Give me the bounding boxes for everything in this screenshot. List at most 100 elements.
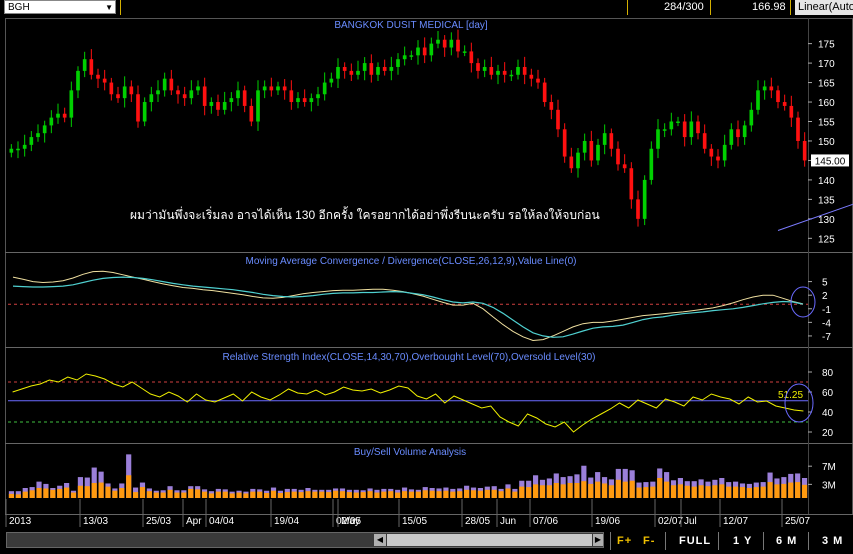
volume-bar-sell: [229, 493, 235, 498]
candle-body: [349, 70, 354, 75]
candle-body: [242, 90, 247, 106]
candle-body: [596, 144, 600, 161]
volume-bar-sell: [98, 482, 104, 498]
candle-body: [522, 66, 527, 75]
candle-body: [569, 156, 574, 169]
candle-body: [202, 86, 207, 106]
volume-bar-sell: [615, 479, 621, 498]
volume-bar-sell: [512, 491, 518, 498]
volume-bar-sell: [677, 484, 683, 498]
candle-body: [436, 39, 440, 44]
date-label: 13/03: [83, 516, 108, 527]
scroll-thumb[interactable]: [387, 534, 592, 546]
candle-body: [776, 90, 780, 103]
volume-bar-sell: [174, 492, 180, 498]
candle-body: [449, 39, 454, 48]
candlestick-series: [9, 29, 807, 227]
volume-bar-sell: [181, 492, 187, 498]
range-3m-button[interactable]: 3 M: [822, 535, 844, 547]
volume-bar-sell: [195, 489, 201, 498]
last-price-label: 145.00: [815, 156, 846, 167]
volume-bar-sell: [243, 493, 249, 498]
rsi-line: [12, 373, 804, 433]
volume-bar-sell: [719, 484, 725, 498]
volume-bar-sell: [670, 485, 677, 498]
volume-bars: [8, 454, 808, 498]
candle-body: [129, 86, 134, 95]
candle-body: [102, 78, 107, 83]
candle-body: [442, 39, 447, 48]
candle-body: [469, 51, 474, 64]
volume-bar-sell: [360, 492, 366, 498]
rsi-tick-label: 40: [822, 408, 834, 419]
volume-bar-sell: [222, 491, 228, 498]
candle-body: [269, 86, 274, 91]
price-tick-label: 170: [818, 59, 835, 70]
candle-body: [76, 70, 80, 91]
volume-bar-sell: [264, 493, 270, 498]
range-full-button[interactable]: FULL: [679, 535, 712, 547]
candle-body: [9, 148, 14, 153]
candle-body: [796, 117, 800, 141]
volume-bar-sell: [622, 481, 628, 498]
volume-tick-label: 3M: [822, 480, 836, 491]
candle-body: [756, 90, 760, 110]
candle-body: [322, 82, 327, 95]
volume-bar-sell: [684, 485, 690, 498]
volume-bar-sell: [15, 494, 21, 498]
date-label: 15/05: [402, 516, 427, 527]
range-1y-button[interactable]: 1 Y: [733, 535, 753, 547]
candle-body: [582, 140, 587, 153]
candle-body: [209, 102, 214, 106]
candle-body: [89, 59, 94, 75]
candle-body: [602, 133, 607, 145]
volume-bar-sell: [312, 491, 318, 498]
scroll-left-arrow-icon[interactable]: ◀: [374, 534, 386, 546]
volume-bar-sell: [422, 490, 428, 498]
price-tick-label: 130: [818, 215, 835, 226]
volume-bar-sell: [767, 482, 773, 498]
candle-body: [336, 66, 340, 79]
candle-body: [369, 63, 374, 75]
macd-axis: 5 2 -1 -4 -7: [808, 278, 831, 343]
candle-body: [176, 90, 180, 95]
volume-bar-sell: [36, 488, 42, 498]
scroll-right-arrow-icon[interactable]: ▶: [593, 534, 603, 546]
volume-bar-sell: [215, 491, 221, 498]
candle-body: [642, 179, 647, 219]
volume-bar-sell: [429, 490, 435, 498]
volume-bar-sell: [401, 491, 408, 498]
volume-bar-sell: [236, 492, 242, 498]
price-tick-label: 160: [818, 98, 835, 109]
zoom-out-button[interactable]: F-: [643, 535, 656, 547]
bar-count: 284/300: [664, 1, 704, 13]
volume-bar-sell: [57, 488, 63, 498]
candle-body: [189, 90, 194, 99]
symbol-select[interactable]: BGH ▼: [4, 0, 116, 14]
volume-bar-sell: [657, 478, 663, 498]
volume-bar-sell: [346, 492, 352, 498]
toolbar-divider: [763, 532, 764, 550]
zoom-in-button[interactable]: F+: [617, 535, 633, 547]
volume-bar-sell: [526, 487, 532, 498]
range-6m-button[interactable]: 6 M: [776, 535, 798, 547]
candle-body: [122, 86, 127, 99]
volume-bar-sell: [801, 484, 808, 498]
candle-body: [289, 90, 294, 103]
scale-select[interactable]: Linear(Auto: [795, 0, 853, 15]
candle-body: [742, 125, 747, 138]
price-tick-label: 175: [818, 40, 835, 51]
price-tick-label: 135: [818, 195, 835, 206]
candle-body: [462, 51, 467, 53]
date-label: Jul: [684, 516, 697, 527]
horizontal-scrollbar[interactable]: ◀ ▶: [6, 532, 604, 548]
price-chart-title: BANGKOK DUSIT MEDICAL [day]: [334, 20, 488, 31]
chevron-down-icon[interactable]: ▼: [105, 3, 113, 12]
candle-body: [296, 98, 300, 103]
volume-bar-sell: [698, 485, 704, 498]
candle-body: [762, 86, 767, 91]
volume-bar-sell: [105, 486, 111, 498]
volume-bar-sell: [443, 490, 449, 498]
volume-bar-sell: [795, 482, 801, 498]
